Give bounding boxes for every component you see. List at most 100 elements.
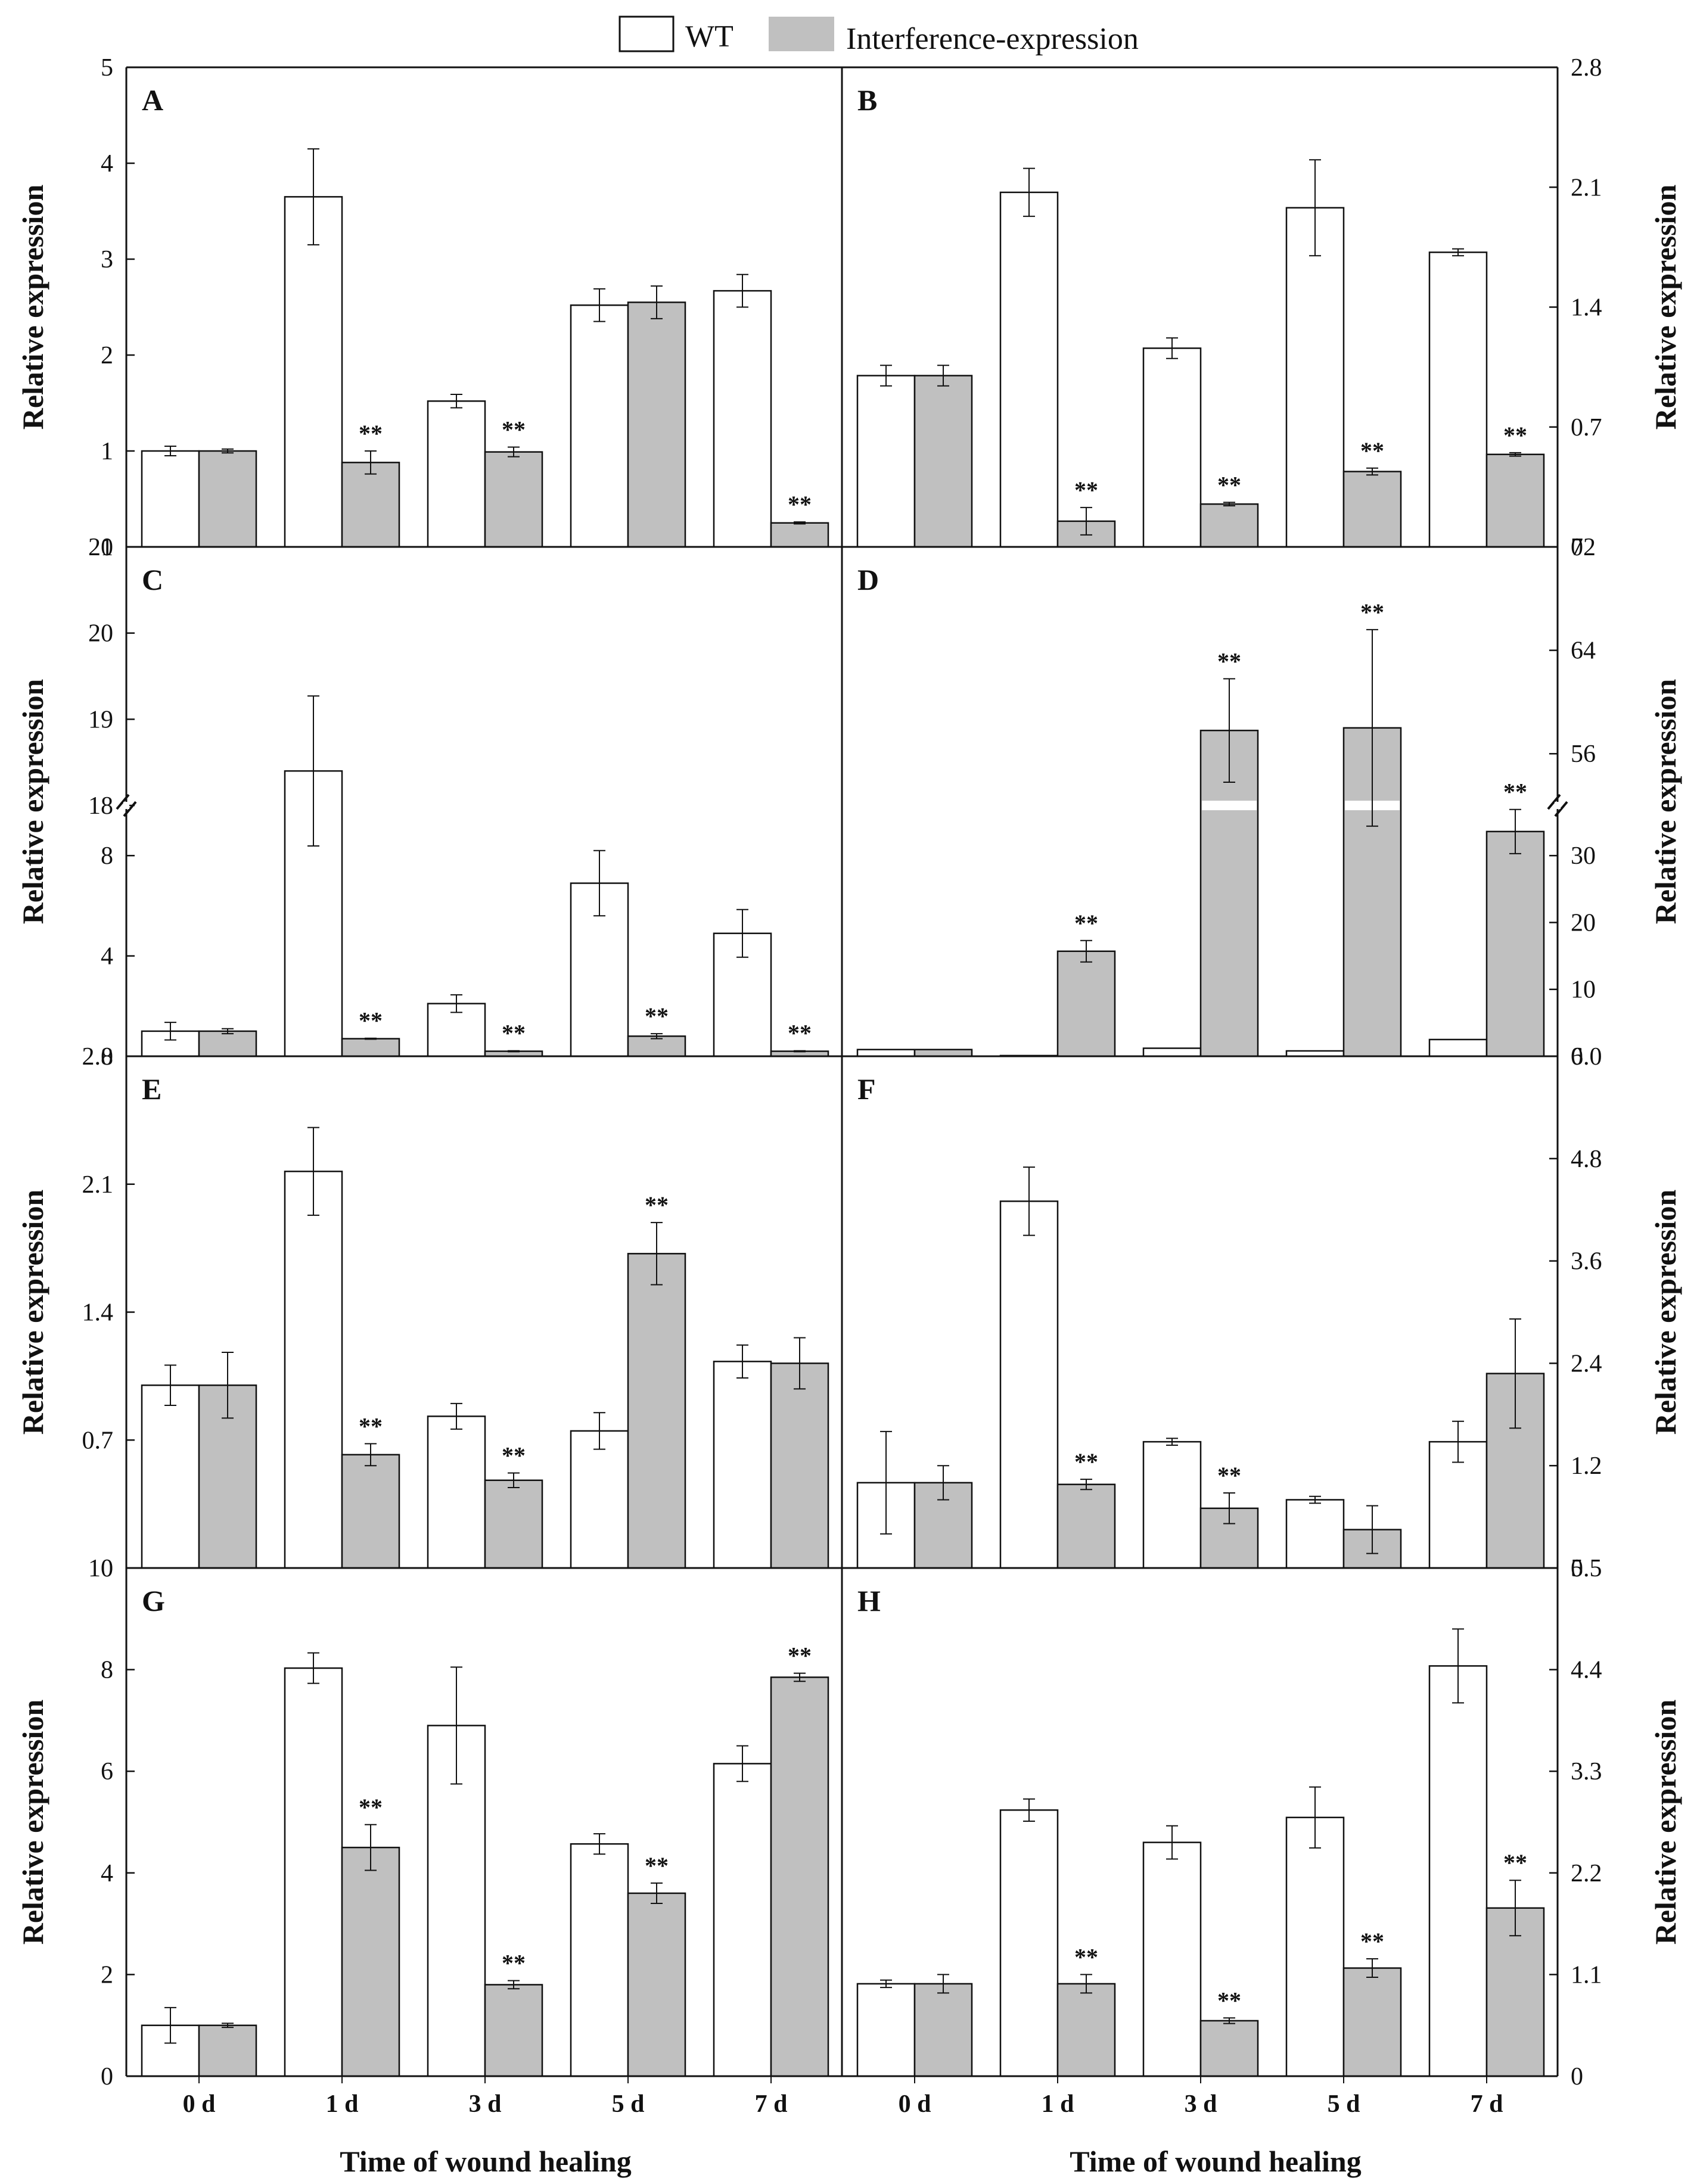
y-tick-label: 0: [1571, 1043, 1583, 1071]
significance-mark-1-1: **: [359, 1413, 383, 1439]
y-tick-label: 5.5: [1571, 1555, 1602, 1582]
bar-wt-2: [427, 400, 486, 548]
significance-mark-1-1: **: [359, 1007, 383, 1034]
y-axis-label: Relative expression: [1649, 185, 1682, 430]
bar-wt-1: [999, 1200, 1059, 1569]
bar-ie-1: [341, 462, 400, 548]
y-tick-label: 2.1: [82, 1171, 114, 1199]
bar-ie-0: [913, 1049, 973, 1057]
axis-break-mark: [1547, 794, 1561, 810]
y-tick-label: 1.4: [82, 1299, 114, 1327]
x-category-label: 3 d: [469, 2090, 502, 2118]
bar-wt-4: [713, 1763, 772, 2077]
axis-break-mark: [1554, 801, 1568, 817]
y-tick-label: 3.6: [1571, 1248, 1602, 1275]
bar-wt-2: [1142, 1841, 1202, 2077]
panel-label: F: [857, 1072, 876, 1106]
bar-wt-3: [570, 1843, 629, 2077]
y-tick-label: 2.2: [1571, 1860, 1602, 1887]
y-tick-label: 0: [101, 1555, 113, 1582]
bar-ie-2: [484, 1984, 543, 2077]
y-tick-label: 0: [101, 534, 113, 561]
significance-mark-3-1: **: [1360, 599, 1384, 626]
panel-label: H: [857, 1584, 881, 1617]
bar-ie-2: [484, 1479, 543, 1569]
y-tick-label: 3.3: [1571, 1758, 1602, 1785]
x-category-label: 0 d: [183, 2090, 216, 2118]
panel-label: B: [857, 83, 877, 117]
bar-wt-0: [856, 375, 916, 548]
bar-ie-3: [1342, 471, 1402, 548]
bar-ie-3: [627, 1253, 686, 1569]
y-tick-label: 3: [101, 246, 113, 273]
bar-wt-4: [713, 290, 772, 548]
x-category-label: 5 d: [612, 2090, 645, 2118]
panel-label: G: [142, 1584, 165, 1617]
y-tick-label: 0.7: [82, 1427, 114, 1454]
y-tick-label: 1: [101, 438, 113, 465]
bar-wt-0: [856, 1049, 916, 1057]
y-axis-label: Relative expression: [1649, 1700, 1682, 1945]
panel-label: E: [142, 1072, 161, 1106]
bar-ie-1: [1056, 950, 1116, 1057]
y-axis-label: Relative expression: [16, 1700, 49, 1945]
bar-ie-1: [341, 1038, 400, 1057]
y-tick-label: 1.1: [1571, 1961, 1602, 1989]
bar-wt-3: [1285, 1499, 1345, 1569]
bar-wt-2: [427, 1415, 486, 1569]
bar-wt-4: [713, 1361, 772, 1569]
panel-a: ** ** ** 0 1 2 3 4 5 A Relative expression: [16, 54, 843, 561]
y-tick-label: 18: [88, 792, 113, 820]
bar-ie-4: [770, 1362, 829, 1569]
axis-break-gap: [1555, 802, 1561, 809]
bar-wt-1: [999, 1809, 1059, 2077]
y-tick-label: 4: [101, 150, 113, 178]
y-tick-label: 2: [101, 1961, 113, 1989]
y-tick-label: 19: [88, 706, 113, 733]
significance-mark-1-1: **: [1074, 910, 1098, 937]
x-category-label: 5 d: [1328, 2090, 1360, 2118]
y-tick-label: 20: [88, 620, 113, 648]
bar-ie-1: [341, 1846, 400, 2077]
bar-ie-0: [913, 375, 973, 548]
axis-break-mark: [116, 794, 130, 810]
x-category-label: 0 d: [899, 2090, 931, 2118]
bar-wt-2: [1142, 1047, 1202, 1057]
panel-b: ** ** ** ** 0 0.7 1.4 2.1 2.8 B Relative expressio…: [841, 54, 1682, 561]
legend-ie-label: Interference-expression: [846, 22, 1139, 56]
significance-mark-2-1: **: [1217, 1987, 1241, 2014]
bar-break-gap-2-1: [1202, 801, 1257, 810]
bar-ie-1: [1056, 1483, 1116, 1569]
y-tick-label: 2.1: [1571, 174, 1602, 201]
legend-wt-label: WT: [685, 20, 733, 54]
bar-wt-4: [1428, 251, 1488, 548]
y-tick-label: 6: [101, 1758, 113, 1785]
significance-mark-3-1: **: [645, 1852, 669, 1879]
x-category-label: 7 d: [1471, 2090, 1503, 2118]
y-tick-label: 4: [101, 1860, 113, 1887]
y-tick-label: 2.8: [1571, 54, 1602, 82]
y-tick-label: 1.4: [1571, 294, 1602, 322]
significance-mark-2-1: **: [1217, 648, 1241, 674]
x-axis-labels: Time of wound healing Time of wound heal…: [340, 2145, 1361, 2178]
bar-wt-1: [284, 196, 343, 548]
bar-wt-1: [284, 1171, 343, 1569]
significance-mark-1-1: **: [1074, 477, 1098, 503]
significance-mark-4-1: **: [788, 1020, 812, 1047]
significance-mark-3-1: **: [645, 1003, 669, 1029]
y-tick-label: 0.7: [1571, 414, 1602, 441]
panel-g: ** ** ** ** 0 2 4 6 8 10 G Relative expression 0 d 1 …: [16, 1555, 843, 2118]
y-tick-label: 0: [101, 2063, 113, 2090]
y-axis-label: Relative expression: [1649, 1190, 1682, 1435]
panel-label: D: [857, 563, 879, 596]
y-tick-label: 2: [101, 342, 113, 369]
x-category-label: 3 d: [1185, 2090, 1217, 2118]
y-tick-label: 0: [1571, 534, 1583, 561]
y-tick-label: 10: [88, 1555, 113, 1582]
bar-ie-3: [627, 1035, 686, 1057]
bar-ie-2: [1199, 2020, 1259, 2077]
significance-mark-4-1: **: [788, 1642, 812, 1669]
bar-wt-3: [1285, 207, 1345, 548]
